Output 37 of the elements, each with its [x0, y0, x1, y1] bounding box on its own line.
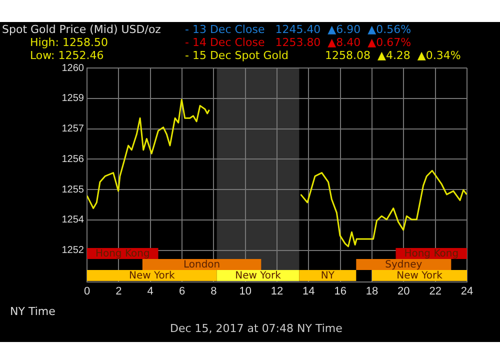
x-tick-label: 4: [147, 286, 154, 298]
text: - 14 Dec Close 1253.80 ▲8.40 ▲0.67%: [185, 36, 412, 49]
x-tick-label: 10: [239, 286, 252, 298]
band-label: Sydney: [385, 260, 422, 271]
text: Low: 1252.46: [30, 49, 104, 62]
y-tick-label: 1260: [62, 62, 84, 74]
x-tick-label: 18: [366, 286, 378, 298]
x-tick-label: 0: [84, 286, 90, 298]
x-tick-label: 16: [334, 286, 346, 298]
band-label: New York: [396, 270, 443, 282]
x-tick-label: 24: [460, 286, 474, 298]
y-tick-label: 1254: [62, 214, 84, 226]
text: Dec 15, 2017 at 07:48 NY Time: [170, 322, 342, 335]
chart-title: Spot Gold Price (Mid) USD/oz: [2, 23, 161, 36]
y-tick-label: 1255: [62, 184, 84, 196]
x-tick-label: 22: [429, 286, 442, 298]
x-tick-label: 12: [270, 286, 284, 298]
x-tick-label: 14: [302, 286, 315, 298]
y-tick-label: 1256: [62, 154, 84, 165]
y-tick-label: 1257: [62, 124, 84, 135]
y-tick-label: 1252: [62, 245, 84, 256]
y-tick-label: 1259: [62, 93, 84, 104]
text: - 13 Dec Close 1245.40 ▲6.90 ▲0.56%: [185, 23, 412, 36]
band-label: Hong Kong: [404, 248, 459, 260]
band-label: NY: [320, 270, 336, 282]
band-label: New York: [129, 270, 176, 282]
x-tick-label: 8: [210, 286, 217, 298]
x-axis-title: NY Time: [10, 305, 56, 318]
band-label: Hong Kong: [95, 248, 150, 260]
x-tick-label: 20: [398, 286, 410, 298]
x-tick-label: 6: [178, 286, 186, 298]
text: 1258.08 ▲4.28 ▲0.34%: [325, 49, 461, 62]
band-label: New York: [235, 270, 282, 282]
band-label: London: [183, 260, 220, 271]
text: High: 1258.50: [30, 36, 108, 49]
x-tick-label: 2: [116, 286, 122, 298]
text: - 15 Dec Spot Gold: [185, 49, 289, 62]
